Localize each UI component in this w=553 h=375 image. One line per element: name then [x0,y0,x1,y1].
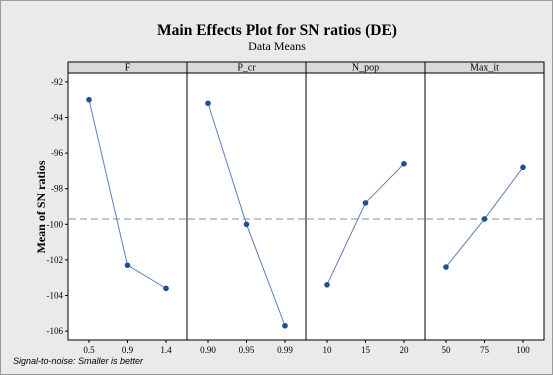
data-point [481,216,488,222]
x-tick-label: 15 [361,345,371,355]
data-point [520,164,526,171]
x-tick-label: 75 [480,345,490,355]
data-point [243,221,250,228]
footnote: Signal-to-noise: Smaller is better [13,356,144,366]
x-tick-label: 100 [516,345,530,355]
panel-plot-1 [67,72,188,341]
x-tick-label: 0.90 [200,345,216,355]
panel-strip-label: F [125,63,131,74]
panel-plot-4 [424,72,545,341]
plot-area: F 0.5 0.9 1.4 P_cr 0.90 0.95 0.99 N_pop 10 15 20 Max… [47,61,545,355]
x-tick-label: 50 [442,345,452,355]
data-point [124,262,131,269]
y-tick-label: -100 [47,219,64,229]
y-tick-label: -106 [47,326,64,336]
panel-plot-3 [305,72,426,341]
chart-subtitle: Data Means [248,39,306,53]
panel-plot-2 [186,72,307,341]
data-point [324,282,330,288]
y-tick-label: -94 [51,113,63,123]
x-tick-label: 0.5 [83,345,95,355]
y-tick-label: -96 [51,148,63,158]
x-tick-label: 1.4 [160,345,172,355]
data-point [443,264,449,270]
y-tick-label: -102 [47,255,64,265]
x-tick-label: 0.9 [122,345,134,355]
data-point [86,96,92,103]
panel-strip-label: N_pop [352,63,379,74]
y-tick-label: -98 [51,184,63,194]
data-point [163,285,169,292]
chart-title: Main Effects Plot for SN ratios (DE) [157,22,397,39]
data-point [362,200,369,206]
y-tick-label: -104 [47,291,64,301]
data-point [282,322,288,329]
y-axis-label: Mean of SN ratios [34,160,48,253]
panel-strip-label: Max_it [470,63,499,74]
panel-strip-label: P_cr [237,63,256,74]
x-tick-label: 0.95 [239,345,255,355]
x-tick-label: 0.99 [277,345,293,355]
x-tick-label: 10 [323,345,333,355]
y-tick-label: -92 [51,77,63,87]
data-point [205,100,211,107]
data-point [401,160,407,167]
x-tick-label: 20 [400,345,410,355]
